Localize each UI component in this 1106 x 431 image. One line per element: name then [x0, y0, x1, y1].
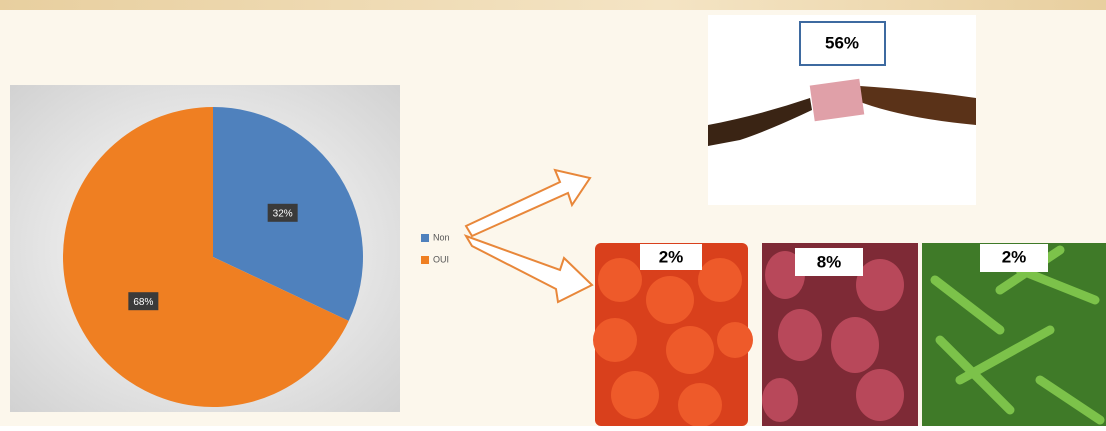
- money-image: 56%: [708, 15, 976, 205]
- page: 56% 2% 8% 2% 32% 68% Non OUI: [0, 0, 1106, 426]
- tomatoes-label: 2%: [659, 247, 684, 266]
- tomatoes-image: 2%: [593, 243, 753, 426]
- data-label: 68%: [133, 297, 153, 308]
- data-label: 32%: [273, 208, 293, 219]
- banknotes: [810, 79, 865, 122]
- onions-image: 8%: [762, 243, 918, 426]
- okra-label: 2%: [1002, 247, 1027, 266]
- top-band: [0, 0, 1106, 10]
- legend-label: Non: [433, 232, 450, 242]
- legend-swatch: [421, 234, 429, 242]
- onions-label: 8%: [817, 252, 842, 271]
- okra-image: 2%: [922, 243, 1106, 426]
- legend-swatch: [421, 256, 429, 264]
- money-label: 56%: [825, 33, 859, 52]
- legend-label: OUI: [433, 254, 449, 264]
